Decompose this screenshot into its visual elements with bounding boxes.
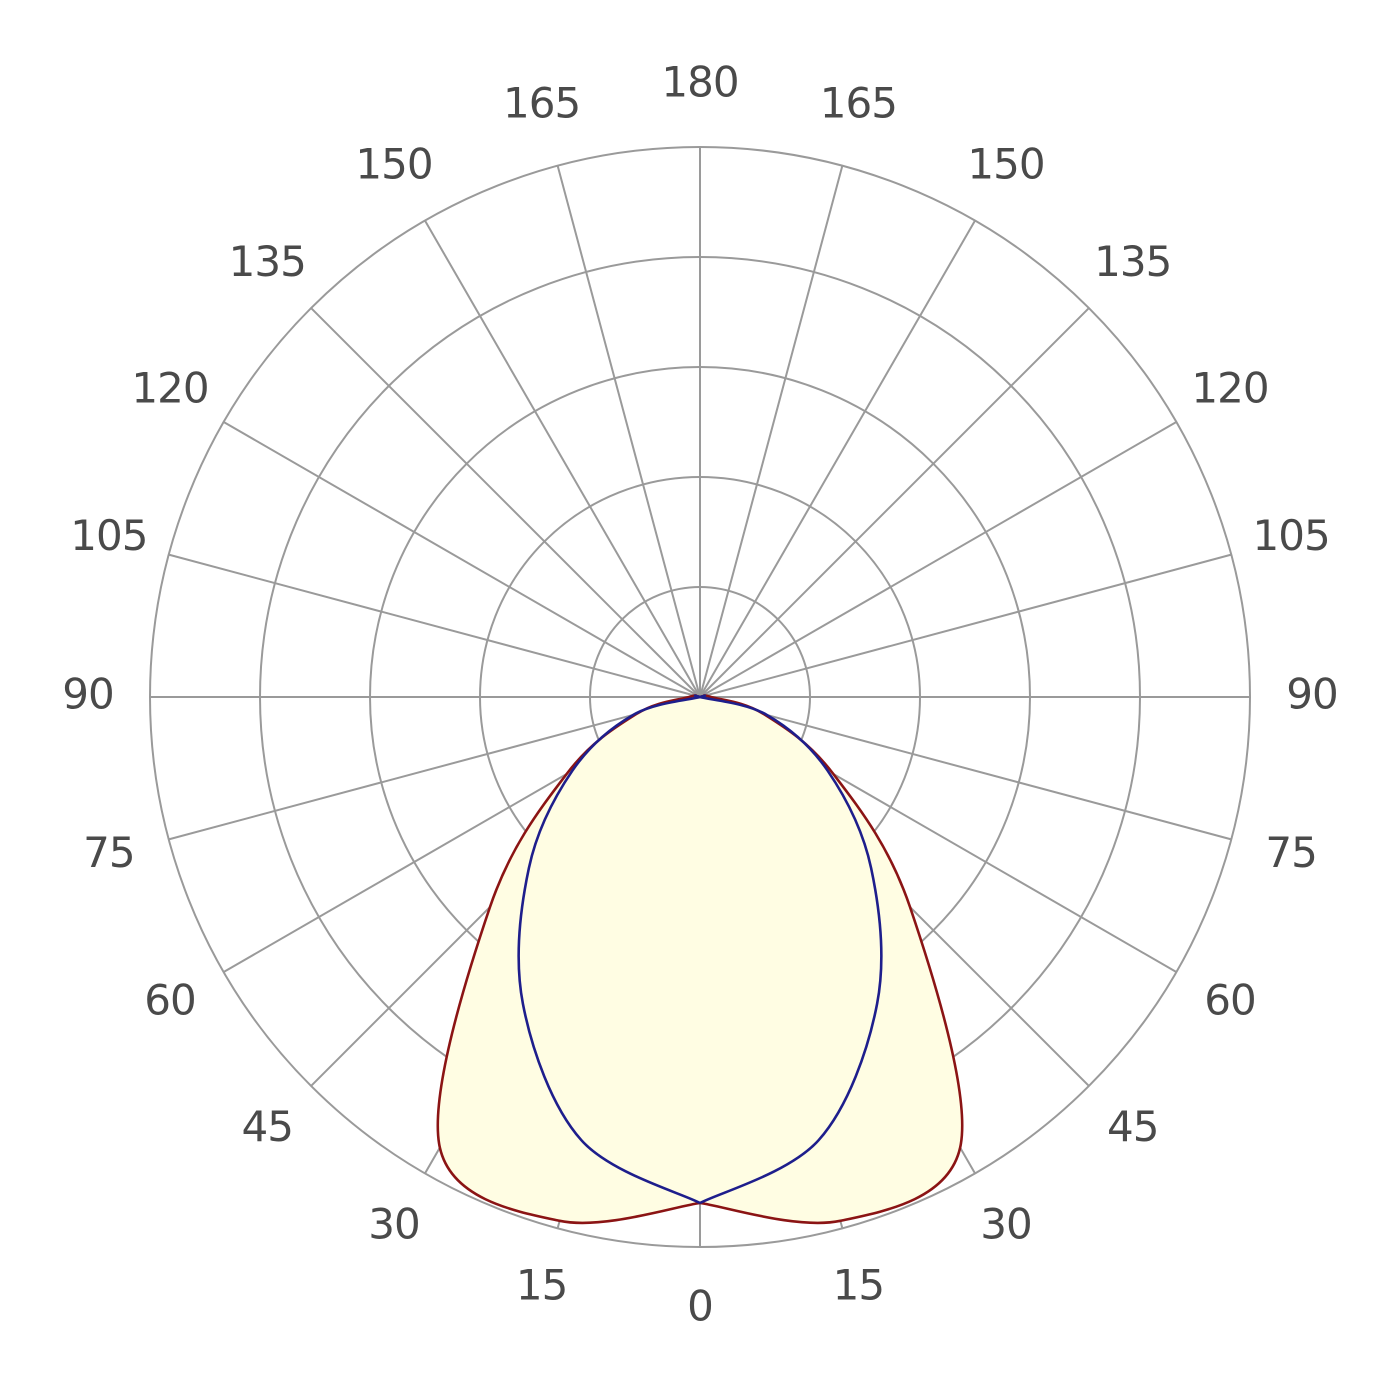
grid-spoke — [223, 421, 701, 698]
grid-spoke — [310, 307, 701, 698]
grid-spoke — [168, 553, 701, 698]
grid-spoke — [699, 421, 1177, 698]
angle-label: 105 — [70, 511, 147, 560]
angle-label: 165 — [820, 78, 897, 127]
angle-label: 90 — [62, 670, 113, 719]
angle-label: 180 — [661, 58, 738, 107]
angle-labels: 0 15 15 30 30 45 45 60 60 75 75 90 90 105 105 120 120 135… — [62, 58, 1338, 1331]
grid-spoke — [424, 220, 701, 698]
angle-label: 15 — [833, 1261, 884, 1310]
angle-label: 30 — [980, 1200, 1031, 1249]
grid-spoke — [699, 696, 1232, 841]
angle-label: 120 — [131, 364, 208, 413]
angle-label: 0 — [687, 1282, 713, 1331]
angle-label: 120 — [1191, 364, 1268, 413]
curves — [436, 694, 964, 1225]
grid-spoke — [699, 165, 844, 698]
grid-spoke — [556, 165, 701, 698]
angle-label: 60 — [144, 976, 195, 1025]
intensity-curve — [693, 694, 883, 1205]
angle-label: 45 — [242, 1102, 293, 1151]
angle-label: 30 — [368, 1200, 419, 1249]
curve-fill — [437, 695, 701, 1223]
grid-spoke — [699, 307, 1090, 698]
grid-spoke — [699, 220, 976, 698]
curve-fill — [699, 695, 963, 1223]
angle-label: 135 — [1094, 237, 1171, 286]
angle-label: 90 — [1286, 670, 1337, 719]
grid-spoke — [699, 553, 1232, 698]
angle-label: 105 — [1253, 511, 1330, 560]
angle-label: 45 — [1107, 1102, 1158, 1151]
angle-label: 150 — [355, 139, 432, 188]
angle-label: 15 — [516, 1261, 567, 1310]
grid-spoke — [168, 696, 701, 841]
intensity-curve — [517, 694, 707, 1205]
angle-label: 75 — [1265, 828, 1316, 877]
angle-label: 165 — [503, 78, 580, 127]
angle-label: 150 — [967, 139, 1044, 188]
angle-label: 135 — [229, 237, 306, 286]
angle-label: 60 — [1204, 976, 1255, 1025]
angle-label: 75 — [83, 828, 134, 877]
